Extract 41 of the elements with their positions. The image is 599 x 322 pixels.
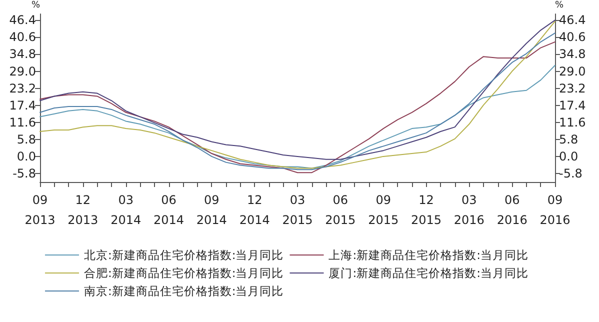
legend-label: 厦门:新建商品住宅价格指数:当月同比 bbox=[328, 266, 528, 280]
x-tick-label: 12 2015 bbox=[410, 193, 442, 227]
line-series bbox=[40, 64, 556, 169]
y-tick-label: 5.8 bbox=[16, 132, 36, 146]
y2-tick-label: 0.0 bbox=[559, 149, 578, 164]
y-axis-title: % bbox=[31, 0, 40, 10]
x-tick-label: 09 2013 bbox=[24, 193, 56, 227]
y-tick-label: 23.2 bbox=[9, 81, 36, 96]
legend-label: 北京:新建商品住宅价格指数:当月同比 bbox=[84, 248, 284, 262]
y2-tick-label: 29.0 bbox=[559, 64, 586, 78]
y2-tick-label: 34.8 bbox=[559, 47, 586, 62]
y2-tick-label: -5.8 bbox=[559, 166, 582, 180]
y2-tick-label: 23.2 bbox=[559, 81, 586, 96]
y2-tick-label: 11.6 bbox=[559, 115, 586, 130]
legend-label: 上海:新建商品住宅价格指数:当月同比 bbox=[328, 248, 528, 262]
x-tick-label: 09 2014 bbox=[196, 193, 227, 227]
y-tick-label: 29.0 bbox=[9, 64, 36, 78]
y-tick-label: 34.8 bbox=[9, 47, 36, 62]
y2-tick-label: 40.6 bbox=[559, 30, 586, 44]
x-tick-label: 12 2014 bbox=[239, 193, 270, 227]
x-tick-label: 12 2013 bbox=[68, 193, 98, 227]
y-tick-label: 11.6 bbox=[9, 115, 36, 130]
legend-label: 南京:新建商品住宅价格指数:当月同比 bbox=[84, 284, 284, 298]
y2-tick-label: 46.4 bbox=[559, 13, 586, 28]
x-tick-label: 09 2015 bbox=[368, 193, 399, 227]
x-tick-label: 06 2016 bbox=[496, 193, 528, 227]
y2-tick-label: 5.8 bbox=[559, 132, 578, 146]
y-tick-label: -5.8 bbox=[12, 166, 36, 180]
y2-tick-label: 17.4 bbox=[559, 98, 586, 112]
x-tick-label: 09 2016 bbox=[540, 193, 570, 227]
y-tick-label: 0.0 bbox=[16, 149, 36, 164]
x-tick-label: 03 2016 bbox=[454, 193, 484, 227]
x-tick-label: 06 2015 bbox=[325, 193, 356, 227]
y-tick-label: 40.6 bbox=[9, 30, 36, 44]
y-tick-label: 46.4 bbox=[9, 13, 36, 28]
legend-label: 合肥:新建商品住宅价格指数:当月同比 bbox=[84, 266, 284, 280]
y2-axis-title: % bbox=[555, 0, 564, 10]
x-tick-label: 03 2015 bbox=[282, 193, 313, 227]
y-tick-label: 17.4 bbox=[9, 98, 36, 112]
x-tick-label: 03 2014 bbox=[110, 193, 142, 227]
x-tick-label: 06 2014 bbox=[153, 193, 184, 227]
